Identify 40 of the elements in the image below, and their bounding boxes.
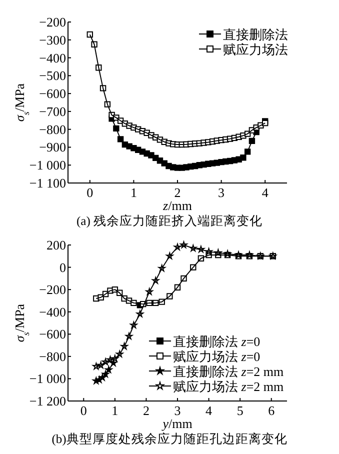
x-axis-title: z/mm	[162, 198, 192, 213]
x-tick-label: 6	[268, 403, 276, 418]
x-tick-label: 0	[80, 403, 87, 418]
x-tick-label: 2	[174, 185, 181, 200]
y-tick-label: −300	[39, 32, 66, 48]
x-tick-label: 2	[142, 403, 150, 418]
y-tick-label: −1 200	[29, 394, 66, 408]
x-tick-label: 4	[262, 185, 269, 200]
legend-label: 直接删除法 z=2 mm	[173, 364, 284, 379]
x-tick-label: 3	[218, 185, 225, 200]
x-tick-label: 1	[112, 403, 118, 418]
legend-label: 赋应力场法 z=0	[173, 349, 260, 364]
y-tick-label: −200	[39, 14, 66, 30]
y-tick-label: −1 000	[29, 158, 66, 173]
x-tick-label: 4	[206, 403, 213, 418]
y-tick-label: −800	[39, 348, 66, 364]
y-tick-label: −600	[39, 86, 66, 102]
legend-label: 直接删除法 z=0	[173, 334, 260, 349]
x-tick-label: 1	[130, 185, 137, 200]
y-tick-label: −1 100	[29, 176, 66, 190]
y-tick-label: −400	[39, 50, 66, 66]
legend-label: 赋应力场法 z=2 mm	[173, 379, 284, 394]
y-tick-label: −800	[39, 122, 66, 137]
y-tick-label: 200	[46, 238, 66, 252]
y-tick-label: −200	[39, 282, 66, 298]
y-tick-label: −500	[39, 68, 66, 84]
text: (a) 残余应力随距挤入端距离变化	[76, 213, 262, 228]
legend-label: 赋应力场法	[223, 42, 288, 57]
y-tick-label: −700	[39, 104, 66, 119]
text: (b)典型厚度处残余应力随距孔边距离变化	[52, 431, 288, 446]
legend-label: 直接删除法	[223, 27, 288, 42]
y-tick-label: 0	[60, 260, 66, 275]
y-tick-label: −400	[39, 304, 66, 320]
y-tick-label: −1 000	[29, 371, 66, 386]
y-tick-label: −900	[39, 140, 66, 155]
x-tick-label: 5	[236, 403, 244, 418]
y-tick-label: −600	[39, 326, 66, 342]
x-tick-label: 3	[174, 403, 181, 418]
x-axis-title: y/mm	[160, 416, 192, 431]
x-tick-label: 0	[86, 185, 94, 200]
